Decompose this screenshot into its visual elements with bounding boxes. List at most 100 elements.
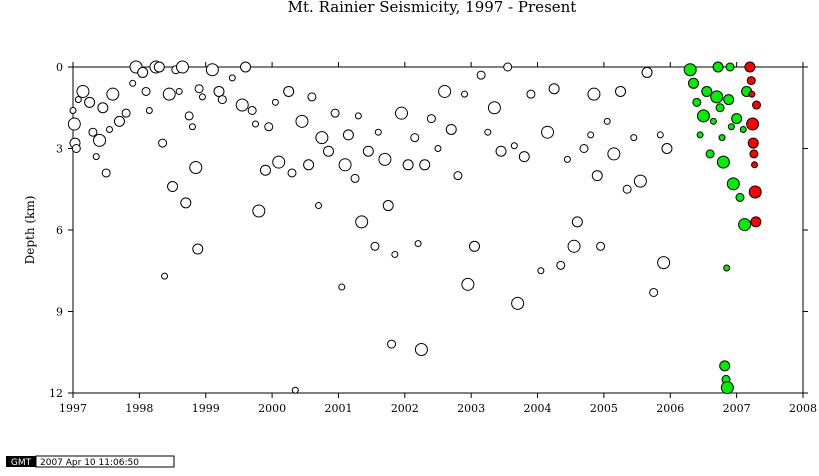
y-tick-label: 0 <box>56 61 63 74</box>
data-point <box>410 133 420 143</box>
x-tick-label: 2000 <box>258 402 286 415</box>
data-point <box>145 106 153 114</box>
data-point <box>330 108 340 118</box>
data-point <box>189 161 203 175</box>
data-point <box>287 168 297 178</box>
data-point <box>71 144 81 153</box>
gmt-logo <box>6 456 36 467</box>
data-point <box>548 83 560 95</box>
data-point <box>688 77 699 89</box>
x-tick-label: 2008 <box>789 402 817 415</box>
data-point <box>93 133 107 147</box>
data-point <box>228 74 236 82</box>
data-point <box>445 123 457 135</box>
data-point <box>738 218 752 232</box>
data-point <box>603 117 611 125</box>
data-point <box>419 159 431 171</box>
gmt-logo-text: GMT <box>11 458 32 468</box>
data-point <box>556 260 566 270</box>
data-point <box>719 360 731 372</box>
plot-frame <box>72 66 804 394</box>
data-point <box>192 243 204 255</box>
data-point <box>726 177 740 191</box>
data-point <box>414 343 428 357</box>
data-point <box>162 87 176 101</box>
data-point <box>723 94 735 106</box>
data-point <box>746 76 756 86</box>
data-point <box>735 192 745 202</box>
data-point <box>106 87 120 101</box>
data-point <box>710 90 724 104</box>
data-point <box>563 155 571 163</box>
data-point <box>537 267 545 275</box>
data-point <box>701 85 713 97</box>
data-point <box>252 204 266 218</box>
data-point <box>731 113 743 125</box>
data-point <box>746 117 760 131</box>
data-point <box>338 283 346 291</box>
data-point <box>259 164 271 176</box>
plot-area: 1997 1998 1999 2000 2001 2002 2003 2004 2005 2006… <box>49 60 817 415</box>
data-point <box>184 111 194 121</box>
data-point <box>252 120 259 128</box>
data-point <box>469 240 480 252</box>
data-point <box>571 216 583 228</box>
data-point <box>518 151 530 163</box>
data-point <box>76 84 90 98</box>
data-point <box>129 79 137 87</box>
y-tick-label: 6 <box>56 224 63 237</box>
data-point <box>712 61 724 73</box>
data-point <box>579 144 589 153</box>
data-point <box>461 90 469 98</box>
chart-title: Mt. Rainier Seismicity, 1997 - Present <box>288 0 577 16</box>
data-point <box>438 84 452 98</box>
data-point <box>476 70 486 80</box>
data-point <box>264 122 274 132</box>
data-point <box>402 159 414 171</box>
timestamp: 2007 Apr 10 11:06:50 <box>40 458 139 468</box>
y-tick-label: 9 <box>56 306 63 319</box>
data-point <box>382 200 394 212</box>
data-point <box>74 96 82 104</box>
data-point <box>338 158 352 172</box>
data-point <box>247 105 257 115</box>
data-point <box>69 106 77 114</box>
data-point <box>307 92 317 102</box>
x-tick-label: 2003 <box>457 402 485 415</box>
data-point <box>175 87 183 95</box>
data-point <box>92 153 100 161</box>
data-point <box>161 272 169 280</box>
x-tick-label: 2005 <box>590 402 618 415</box>
data-point <box>167 181 179 193</box>
data-point <box>725 62 735 72</box>
data-point <box>362 145 374 157</box>
data-point <box>194 84 204 94</box>
data-point <box>180 197 192 209</box>
data-point <box>656 131 664 139</box>
data-point <box>495 145 507 157</box>
data-point <box>97 102 109 114</box>
data-point <box>692 97 702 107</box>
data-point <box>751 161 759 169</box>
data-point <box>158 138 168 148</box>
data-point <box>217 95 227 105</box>
data-point <box>567 239 581 253</box>
data-point <box>587 87 601 101</box>
data-point <box>649 287 659 297</box>
data-point <box>395 106 408 120</box>
data-point <box>749 149 759 159</box>
data-point <box>461 277 475 291</box>
data-point <box>370 241 380 251</box>
data-point <box>487 101 501 115</box>
data-point <box>121 108 131 118</box>
data-point <box>303 159 315 171</box>
data-point <box>709 117 717 125</box>
timestamp-box <box>35 455 175 468</box>
data-point <box>374 128 382 136</box>
data-point <box>391 250 399 258</box>
data-point <box>153 61 165 73</box>
data-point <box>84 96 96 108</box>
data-point <box>137 66 149 78</box>
data-point <box>315 131 329 145</box>
